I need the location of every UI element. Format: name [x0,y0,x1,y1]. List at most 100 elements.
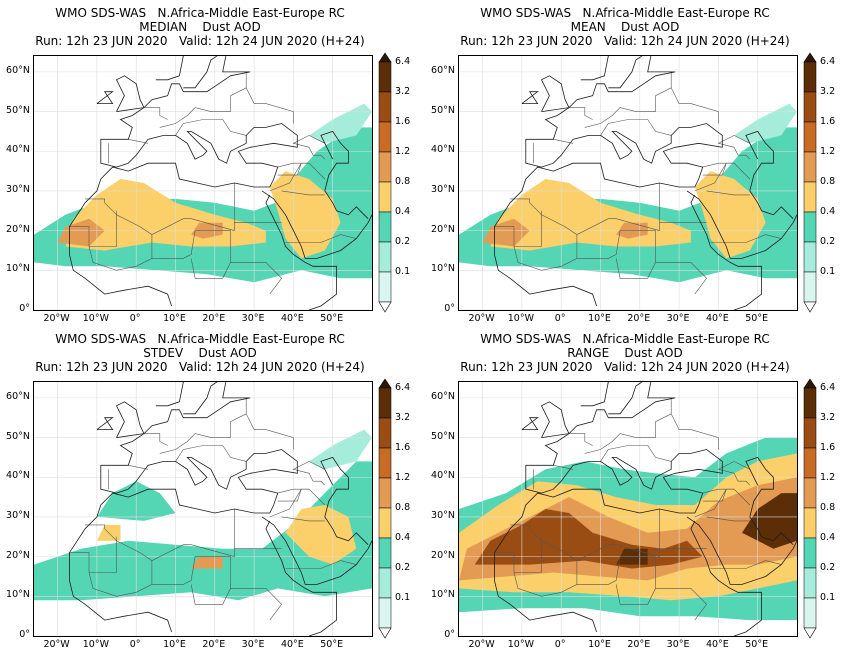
lon-tick-label: 20°E [202,639,226,650]
lat-tick-label: 20°N [6,549,30,561]
colorbar-segment [803,151,817,183]
coastline [69,382,298,581]
lat-tick-label: 10°N [431,589,455,601]
lat-tick-label: 0° [444,629,455,640]
country-border [159,87,294,128]
lat-tick-label: 10°N [431,263,455,275]
coastline [96,91,114,104]
lat-tick-label: 30°N [6,509,30,521]
country-border [128,465,149,470]
colorbar-tick-label: 1.6 [395,116,411,127]
panel-title-line3: Run: 12h 23 JUN 2020 Valid: 12h 24 JUN 2… [460,360,790,374]
coastline [69,56,298,255]
lon-tick-label: 10°E [163,313,186,324]
colorbar-arrow-top [803,378,817,389]
lon-tick-label: 20°W [43,313,70,324]
colorbar-tick-label: 0.4 [820,206,836,217]
coastline [608,56,643,89]
colorbar-tick-label: 1.2 [820,146,836,157]
lat-tick-label: 40°N [431,470,455,482]
coastline [540,75,570,112]
colorbar-tick-label: 0.2 [820,562,836,573]
lon-tick-label: 0° [554,639,566,650]
coastline [494,580,597,633]
colorbar-arrow-top [378,52,392,63]
lon-tick-label: 20°W [468,639,495,650]
lon-tick-label: 0° [554,313,566,324]
coastline [324,190,369,219]
country-border [710,560,782,569]
panel-title-line1: WMO SDS-WAS N.Africa-Middle East-Europe … [55,6,345,20]
lat-tick-label: 40°N [6,144,30,156]
colorbar-tick-label: 0.4 [820,532,836,543]
colorbar-tick-label: 1.2 [820,472,836,483]
country-border [702,489,727,502]
lon-tick-label: 40°E [280,639,304,650]
colorbar-scale [803,378,817,639]
colorbar-segment [378,121,392,153]
colorbar-segment [378,447,392,479]
panel-title-line1: WMO SDS-WAS N.Africa-Middle East-Europe … [55,332,345,346]
colorbar-scale [803,52,817,313]
coastline [686,516,797,585]
panel-median: WMO SDS-WAS N.Africa-Middle East-Europe … [0,0,425,327]
colorbar-tick-label: 6.4 [395,56,411,67]
colorbar-segment [378,211,392,243]
lon-tick-label: 40°E [705,639,729,650]
colorbar-segment [803,447,817,479]
colorbar-segment [378,507,392,539]
colorbar-segment [803,121,817,153]
colorbar-segment [378,387,392,419]
colorbar-tick-label: 0.1 [820,592,836,603]
coastline [690,520,762,636]
country-border [190,230,231,279]
colorbar-segment [378,597,392,629]
lat-tick-label: 0° [19,303,30,314]
lon-tick-label: 30°E [241,313,265,324]
panel-title-line3: Run: 12h 23 JUN 2020 Valid: 12h 24 JUN 2… [460,34,790,48]
lat-tick-label: 30°N [431,509,455,521]
coastline [494,254,597,307]
lon-tick-label: 10°W [507,639,534,650]
lon-tick-label: 0° [129,313,141,324]
coastline [494,56,723,255]
country-border [738,480,751,486]
country-border [600,119,672,136]
colorbar-tick-label: 6.4 [820,382,836,393]
coastline [320,456,349,517]
coastline [69,580,172,633]
country-border [277,489,302,502]
country-border [655,262,707,295]
dust-contour-caspian [309,103,372,144]
colorbar-tick-label: 1.6 [820,116,836,127]
dust-aod-map [34,382,372,636]
coastline [686,190,797,259]
colorbar-segment [378,181,392,213]
country-border [151,230,231,259]
coastline [115,75,145,112]
country-border [569,433,593,446]
colorbar-tick-label: 6.4 [820,56,836,67]
colorbar-tick-label: 3.2 [820,412,836,423]
panel-title-line2: RANGE Dust AOD [567,346,683,360]
colorbar-arrow-bottom [803,627,817,639]
lon-tick-label: 50°E [745,313,769,324]
coastline [265,520,337,636]
lat-tick-label: 60°N [431,64,455,76]
lon-tick-label: 20°E [627,639,651,650]
colorbar-segment [378,91,392,123]
country-border [553,465,574,470]
lon-tick-label: 20°W [468,313,495,324]
country-border [569,107,593,120]
country-border [706,190,750,196]
colorbar-segment [378,477,392,509]
panel-title-line1: WMO SDS-WAS N.Africa-Middle East-Europe … [480,332,770,346]
country-border [717,461,750,482]
lon-tick-label: 30°E [666,313,690,324]
lat-tick-label: 10°N [6,263,30,275]
country-border [144,433,168,446]
colorbar-tick-label: 0.8 [820,502,836,513]
country-border [513,560,578,597]
colorbar-tick-label: 1.2 [395,146,411,157]
country-border [88,560,153,597]
